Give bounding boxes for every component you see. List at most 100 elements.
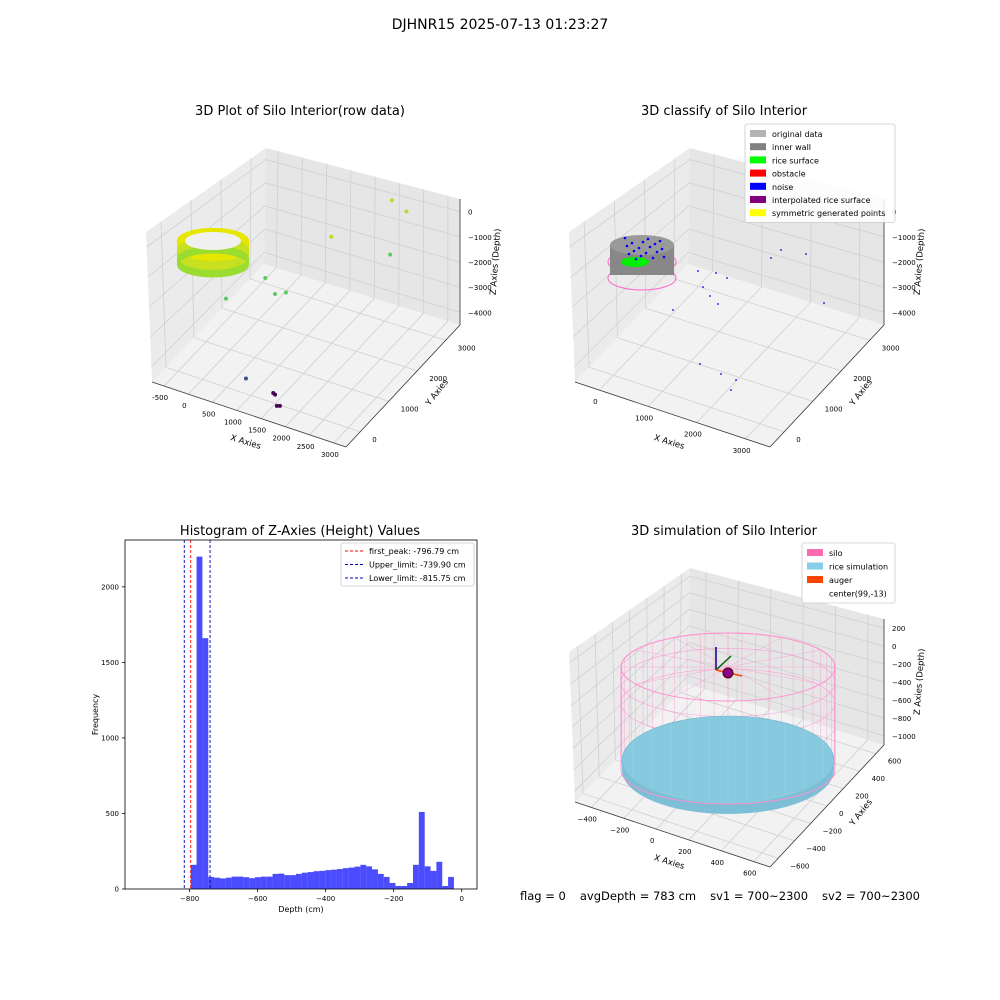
p2-legend-label: obstacle	[772, 170, 806, 179]
p3-y-tick-label: 500	[106, 810, 119, 818]
p3-hist-bar	[278, 873, 285, 889]
p2-legend-label: rice surface	[772, 156, 819, 165]
p4-ygrid	[577, 645, 779, 859]
p2-noise-point	[697, 270, 699, 272]
p1-data-point	[263, 275, 268, 280]
p2-legend-label: interpolated rice surface	[772, 196, 870, 205]
p2-legend-swatch	[750, 182, 766, 190]
p2-noise-point	[730, 389, 732, 391]
p2-floor-pane	[575, 264, 884, 447]
p3-hist-bar	[231, 876, 238, 889]
p2-legend-swatch	[750, 196, 766, 203]
p1-xgrid	[163, 151, 279, 387]
p4-silo-roof-wire	[727, 637, 782, 668]
status-avg-depth: avgDepth = 783 cm	[579, 889, 697, 903]
p2-noise-point	[699, 363, 701, 365]
p3-hist-bar	[219, 878, 226, 889]
p2-z-tick-label: −1000	[892, 234, 916, 242]
p4-y-tick-label: −600	[790, 862, 809, 870]
p3-hist-bar	[307, 872, 314, 889]
p4-auger-axis-y	[715, 655, 732, 671]
p3-hist-bar	[301, 872, 308, 889]
p3-hist-bar	[284, 875, 291, 889]
p3-hist-bar	[372, 869, 378, 889]
p2-legend-swatch	[750, 209, 766, 217]
p3-hist-bar	[313, 871, 320, 889]
p2-legend-label: symmetric generated points	[772, 209, 885, 218]
p4-y-tick-label: 200	[855, 793, 868, 801]
p1-x-axis-line	[151, 381, 347, 448]
p2-noise-point	[715, 272, 717, 274]
p1-xgrid	[285, 183, 400, 427]
p3-hist-bar	[296, 873, 302, 889]
p2-noise-point	[709, 295, 711, 297]
p1-points	[176, 198, 409, 408]
p3-hist-bar	[325, 870, 332, 889]
p3-hist-bar	[448, 876, 454, 889]
p4-legend-swatch	[807, 576, 823, 583]
p1-x-tick-label: 1000	[224, 418, 242, 426]
p1-data-point	[236, 261, 241, 266]
p2-noise-point	[720, 373, 722, 375]
p2-legend-frame	[744, 123, 896, 223]
p4-silo-roof-wire	[727, 649, 821, 668]
p2-noise-point	[648, 245, 652, 249]
p1-data-point	[329, 234, 334, 239]
p2-noise-point	[660, 247, 664, 251]
p1-y-tick-label: 3000	[458, 344, 476, 352]
p2-noise-point	[634, 257, 638, 261]
p4-y-tick-label: −400	[806, 845, 825, 853]
p2-noise-point	[644, 251, 648, 255]
panel1-title: 3D Plot of Silo Interior(row data)	[195, 104, 405, 119]
p3-hist-bar	[225, 877, 232, 889]
p2-y-tick-label: 3000	[882, 344, 900, 352]
p3-hist-bar	[290, 875, 297, 889]
p4-zgrid	[570, 608, 885, 706]
p1-ygrid	[160, 221, 361, 433]
p1-z-tick-label: −1000	[468, 234, 492, 242]
p4-xlabel: X Axies	[653, 853, 686, 872]
p4-silo-roof-wire	[635, 666, 729, 685]
p1-zgrid	[149, 228, 461, 338]
p3-y-tick-label: 1000	[101, 734, 119, 742]
panel4-title: 3D simulation of Silo Interior	[631, 524, 817, 539]
p4-xgrid	[753, 614, 869, 862]
p2-ygrid	[644, 179, 842, 372]
p3-legend-frame	[340, 542, 475, 587]
p4-silo-roof-wire	[635, 649, 729, 668]
p2-legend-label: noise	[772, 183, 793, 192]
p4-rice-side	[622, 760, 834, 814]
p2-zlabel: Z Axies (Depth)	[913, 228, 928, 295]
p2-noise-point	[780, 249, 782, 251]
p3-axes: −800 −600 −400 −200 0 0 500 1000 1500 2000 Depth (…	[91, 539, 478, 914]
p3-hist-bar	[266, 876, 273, 889]
p2-ygrid	[673, 158, 870, 341]
p4-x-tick-label: 600	[743, 870, 756, 878]
p3-hist-bar	[243, 877, 250, 889]
p3-hist-bar	[366, 866, 373, 889]
p4-legend-frame	[801, 542, 896, 604]
p4-y-tick-label: 600	[888, 758, 901, 766]
p1-data-point	[388, 252, 393, 257]
p1-ygrid	[249, 158, 446, 341]
p3-hist-bar	[319, 870, 326, 889]
p1-xgrid	[212, 163, 328, 403]
p2-xgrid	[599, 154, 715, 391]
p2-rice-surface	[621, 257, 649, 267]
p4-silo-roof-wire	[674, 666, 729, 697]
p4-zlabel: Z Axies (Depth)	[913, 648, 928, 715]
p3-x-tick-label: −200	[384, 895, 403, 903]
p3-hist-bar	[272, 873, 279, 889]
p2-zgrid	[572, 228, 885, 338]
status-sv2: sv2 = 700~2300	[822, 889, 920, 903]
p2-noise-point	[735, 379, 737, 381]
p1-y-tick-label: 1000	[401, 405, 419, 413]
p3-hist-bar	[442, 885, 449, 889]
p3-x-tick-label: −600	[248, 895, 267, 903]
p4-silo-roof-wire	[674, 637, 729, 668]
p1-silo-hole	[185, 232, 241, 250]
p4-silo-roof-wire	[727, 666, 821, 685]
p3-hist-bar	[260, 876, 267, 889]
p2-inner-wall-top	[610, 235, 674, 255]
p2-xgrid	[745, 192, 861, 440]
